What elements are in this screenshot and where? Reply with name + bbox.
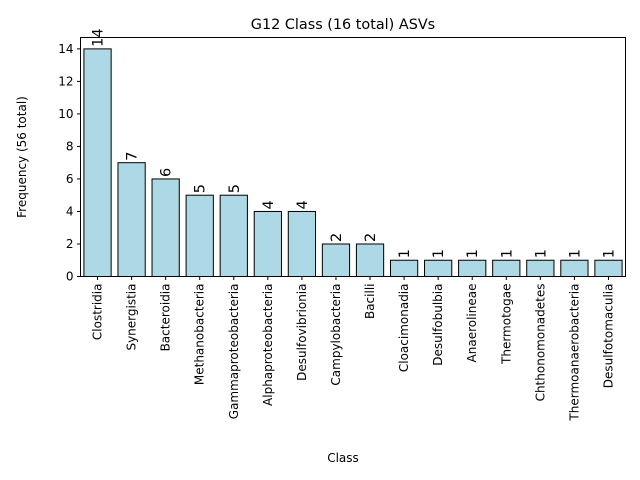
y-tick-label: 6 bbox=[66, 172, 74, 186]
x-tick-label: Desulfotomaculia bbox=[601, 284, 615, 389]
x-tick-label: Gammaproteobacteria bbox=[227, 284, 241, 420]
x-tick-label: Alphaproteobacteria bbox=[261, 284, 275, 406]
bar-value-label: 6 bbox=[159, 168, 175, 177]
bar-10 bbox=[424, 259, 453, 277]
y-axis-label: Frequency (56 total) bbox=[15, 96, 29, 218]
x-tick-label: Cloacimonadia bbox=[397, 284, 411, 373]
bar-15 bbox=[594, 259, 623, 277]
x-tick-label: Bacilli bbox=[363, 284, 377, 320]
bar-1 bbox=[117, 162, 146, 277]
chart-title: G12 Class (16 total) ASVs bbox=[251, 17, 435, 33]
bar-5 bbox=[253, 210, 282, 277]
bar-13 bbox=[526, 259, 555, 277]
x-tick-label: Thermotogae bbox=[499, 284, 513, 365]
y-tick-label: 4 bbox=[66, 204, 74, 218]
bar-value-label: 1 bbox=[431, 249, 447, 258]
bar-value-label: 1 bbox=[499, 249, 515, 258]
y-tick-label: 12 bbox=[58, 74, 73, 88]
x-tick-label: Chthonomonadetes bbox=[533, 284, 547, 402]
bar-value-label: 5 bbox=[193, 184, 209, 193]
bar-value-label: 4 bbox=[295, 200, 311, 209]
bar-value-label: 4 bbox=[261, 200, 277, 209]
x-tick-label: Clostridia bbox=[91, 284, 105, 341]
bar-11 bbox=[458, 259, 487, 277]
x-tick-label: Bacteroidia bbox=[159, 284, 173, 352]
x-tick-label: Campylobacteria bbox=[329, 284, 343, 386]
bar-4 bbox=[219, 194, 248, 278]
x-tick-label: Thermoanaerobacteria bbox=[567, 284, 581, 422]
bar-value-label: 2 bbox=[329, 233, 345, 242]
y-axis: 0 2 4 6 8 10 12 14 bbox=[58, 42, 81, 284]
bar-6 bbox=[287, 210, 317, 277]
x-tick-label: Anaerolineae bbox=[465, 284, 479, 363]
bar-value-label: 5 bbox=[227, 184, 243, 193]
y-tick-label: 14 bbox=[58, 42, 73, 56]
bar-8 bbox=[355, 243, 385, 277]
bar-9 bbox=[389, 259, 419, 277]
bar-12 bbox=[492, 259, 521, 277]
bar-3 bbox=[185, 194, 214, 278]
bar-value-label: 1 bbox=[567, 249, 583, 258]
bar-0 bbox=[83, 48, 112, 277]
x-tick-label: Desulfobulbia bbox=[431, 284, 445, 366]
x-tick-label: Methanobacteria bbox=[193, 284, 207, 386]
bar-value-label: 1 bbox=[465, 249, 481, 258]
plot-frame bbox=[80, 37, 626, 277]
bar-value-label: 2 bbox=[363, 233, 379, 242]
y-tick-label: 10 bbox=[58, 107, 73, 121]
x-axis-label: Class bbox=[327, 451, 359, 465]
bar-value-label: 1 bbox=[601, 249, 617, 258]
y-tick-label: 2 bbox=[66, 237, 74, 251]
y-tick-label: 8 bbox=[66, 139, 74, 153]
bar-2 bbox=[151, 178, 180, 277]
x-tick-label: Desulfovibrionia bbox=[295, 284, 309, 381]
x-tick-label: Synergistia bbox=[125, 284, 139, 351]
bar-value-label: 1 bbox=[397, 249, 413, 258]
bar-14 bbox=[560, 259, 589, 277]
y-tick-label: 0 bbox=[66, 270, 74, 284]
bar-7 bbox=[321, 243, 351, 277]
x-axis: Clostridia Synergistia Bacteroidia Methanob… bbox=[91, 276, 615, 422]
bar-value-label: 1 bbox=[533, 249, 549, 258]
bar-value-label: 7 bbox=[125, 151, 141, 160]
